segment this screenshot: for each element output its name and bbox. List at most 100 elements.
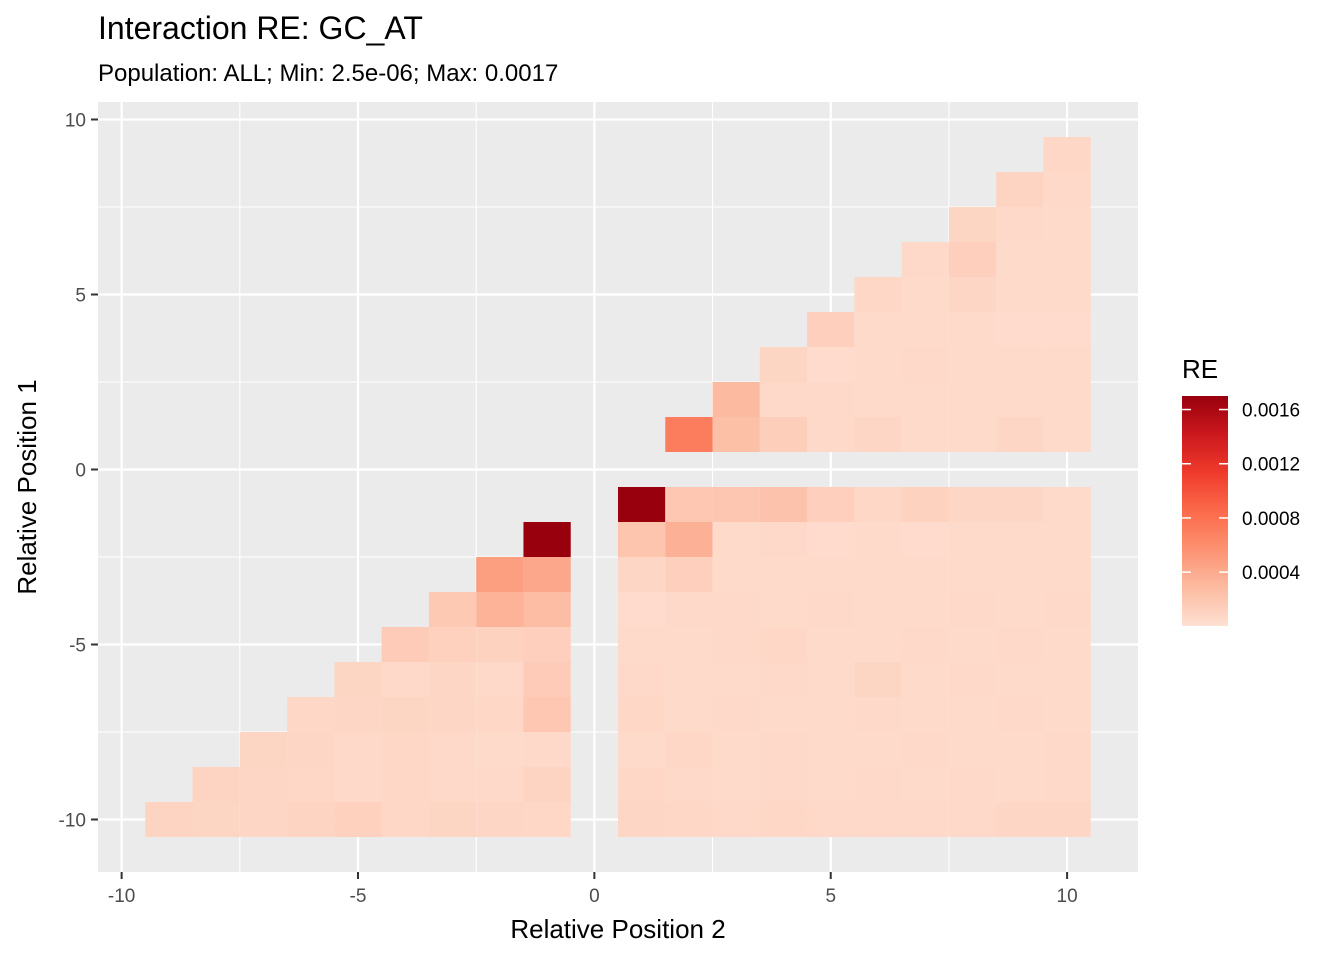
heatmap-cell — [712, 802, 760, 837]
heatmap-cell — [523, 732, 571, 767]
heatmap-cell — [287, 767, 335, 802]
heatmap-cell — [334, 732, 382, 767]
heatmap-cell — [476, 767, 524, 802]
heatmap-cell — [287, 697, 335, 732]
heatmap-cell — [618, 627, 666, 662]
x-axis-tick-label: 0 — [589, 886, 600, 907]
heatmap-cell — [665, 522, 713, 557]
heatmap-cell — [854, 662, 902, 697]
heatmap-cell — [665, 417, 713, 452]
heatmap-cell — [1043, 277, 1091, 312]
heatmap-cell — [712, 662, 760, 697]
heatmap-cell — [996, 277, 1044, 312]
y-axis-title: Relative Position 1 — [12, 379, 42, 594]
heatmap-cell — [901, 767, 949, 802]
heatmap-cell — [807, 627, 855, 662]
heatmap-cell — [428, 592, 477, 627]
heatmap-cell — [996, 662, 1044, 697]
heatmap-cell — [287, 802, 335, 837]
heatmap-cell — [239, 767, 288, 802]
heatmap-cell — [901, 312, 949, 347]
heatmap-cell — [901, 522, 949, 557]
heatmap-cell — [759, 732, 808, 767]
heatmap-cell — [1043, 417, 1091, 452]
heatmap-cell — [759, 522, 808, 557]
heatmap-cell — [1043, 557, 1091, 592]
heatmap-cell — [996, 242, 1044, 277]
heatmap-cell — [807, 417, 855, 452]
heatmap-cell — [334, 767, 382, 802]
heatmap-cell — [854, 487, 902, 522]
heatmap-cell — [476, 557, 524, 592]
heatmap-cell — [712, 522, 760, 557]
heatmap-cell — [854, 522, 902, 557]
heatmap-cell — [996, 732, 1044, 767]
x-axis-tick-label: -5 — [350, 886, 367, 907]
heatmap-cell — [996, 382, 1044, 417]
heatmap-cell — [476, 592, 524, 627]
heatmap-cell — [901, 592, 949, 627]
heatmap-cell — [901, 557, 949, 592]
heatmap-cell — [1043, 522, 1091, 557]
heatmap-cell — [759, 767, 808, 802]
heatmap-cell — [807, 802, 855, 837]
x-axis-tick-label: 5 — [825, 886, 836, 907]
chart-title: Interaction RE: GC_AT — [98, 10, 423, 46]
x-axis-title: Relative Position 2 — [510, 914, 725, 944]
heatmap-cell — [854, 382, 902, 417]
heatmap-cell — [901, 627, 949, 662]
heatmap-cell — [948, 207, 997, 242]
heatmap-cell — [192, 767, 240, 802]
heatmap-cell — [665, 557, 713, 592]
heatmap-cell — [901, 697, 949, 732]
legend-colorbar — [1182, 396, 1228, 626]
heatmap-cell — [1043, 347, 1091, 382]
heatmap-cell — [334, 697, 382, 732]
heatmap-cell — [759, 662, 808, 697]
heatmap-cell — [523, 767, 571, 802]
heatmap-cell — [1043, 487, 1091, 522]
heatmap-cell — [996, 697, 1044, 732]
legend: RE 0.0004 0.0008 0.0012 0.0016 — [1182, 354, 1301, 626]
heatmap-cell — [712, 382, 760, 417]
heatmap-cell — [996, 312, 1044, 347]
heatmap-cell — [665, 767, 713, 802]
heatmap-cell — [192, 802, 240, 837]
heatmap-cell — [901, 277, 949, 312]
heatmap-cell — [1043, 137, 1091, 172]
heatmap-cell — [665, 627, 713, 662]
heatmap-cell — [854, 417, 902, 452]
heatmap-cell — [759, 382, 808, 417]
heatmap-cell — [901, 417, 949, 452]
axes: -10 -5 0 5 10 -10 -5 0 5 10 — [59, 111, 1078, 908]
heatmap-cell — [948, 487, 997, 522]
heatmap-cell — [996, 767, 1044, 802]
heatmap-cell — [428, 697, 477, 732]
heatmap-cell — [996, 592, 1044, 627]
heatmap-cell — [901, 487, 949, 522]
heatmap-cell — [759, 487, 808, 522]
heatmap-cell — [948, 382, 997, 417]
heatmap-cell — [854, 312, 902, 347]
heatmap-cell — [948, 242, 997, 277]
heatmap-cell — [854, 557, 902, 592]
heatmap-cell — [996, 347, 1044, 382]
heatmap-cell — [901, 802, 949, 837]
heatmap-cell — [618, 522, 666, 557]
heatmap-cell — [428, 662, 477, 697]
heatmap-cell — [996, 487, 1044, 522]
heatmap-cell — [239, 732, 288, 767]
x-axis-tick-label: 10 — [1057, 886, 1078, 907]
heatmap-cell — [712, 487, 760, 522]
heatmap-cell — [476, 697, 524, 732]
heatmap-cell — [996, 417, 1044, 452]
heatmap-cell — [996, 557, 1044, 592]
heatmap-cell — [901, 732, 949, 767]
heatmap-cell — [759, 697, 808, 732]
heatmap-cell — [618, 557, 666, 592]
heatmap-cell — [901, 382, 949, 417]
heatmap-cell — [759, 627, 808, 662]
heatmap-cell — [618, 802, 666, 837]
legend-ticks: 0.0004 0.0008 0.0012 0.0016 — [1182, 401, 1301, 584]
